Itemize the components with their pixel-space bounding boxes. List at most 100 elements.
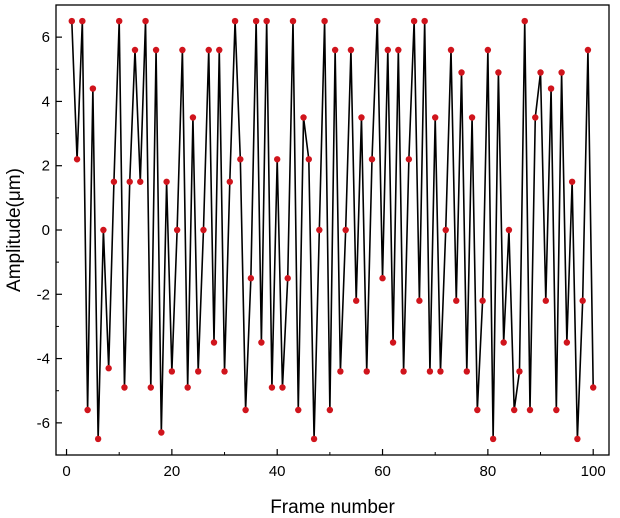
data-point bbox=[179, 46, 186, 54]
data-point bbox=[163, 178, 170, 185]
data-point bbox=[405, 156, 413, 163]
data-point bbox=[137, 178, 144, 185]
x-tick-label: 20 bbox=[164, 463, 181, 480]
data-point bbox=[516, 368, 523, 375]
data-point bbox=[110, 178, 118, 185]
data-point bbox=[321, 17, 328, 25]
data-point bbox=[142, 17, 149, 25]
data-point bbox=[353, 297, 360, 304]
data-point bbox=[73, 156, 81, 163]
data-point bbox=[131, 46, 139, 54]
data-point bbox=[537, 69, 544, 76]
data-point bbox=[479, 297, 486, 304]
data-point bbox=[173, 226, 181, 234]
data-point bbox=[152, 46, 160, 54]
data-point bbox=[579, 297, 586, 304]
y-tick-label: -2 bbox=[37, 286, 50, 303]
data-point bbox=[337, 368, 344, 375]
data-point bbox=[331, 46, 339, 54]
data-point bbox=[384, 46, 391, 54]
data-point bbox=[274, 156, 281, 163]
data-point bbox=[505, 226, 513, 234]
data-point bbox=[379, 275, 386, 282]
data-point bbox=[532, 114, 539, 121]
data-point bbox=[495, 69, 502, 76]
y-tick-label: -6 bbox=[37, 415, 50, 432]
data-point bbox=[105, 365, 112, 372]
ticks-layer: 0 20 40 60 80 100 -6 -4 -2 0 2 4 6 bbox=[37, 4, 606, 480]
data-point bbox=[453, 297, 460, 304]
data-point bbox=[474, 406, 481, 414]
data-point bbox=[584, 46, 592, 54]
data-point bbox=[316, 226, 323, 234]
data-point bbox=[558, 69, 565, 76]
data-point bbox=[205, 46, 212, 54]
data-point bbox=[300, 114, 307, 121]
y-tick-label: 6 bbox=[42, 29, 50, 46]
data-point bbox=[347, 46, 355, 54]
data-point bbox=[247, 275, 255, 282]
data-point bbox=[268, 384, 276, 391]
data-point bbox=[563, 339, 571, 346]
y-axis-title: Amplitude(μm) bbox=[4, 168, 25, 292]
data-point bbox=[94, 435, 102, 443]
data-point bbox=[68, 17, 76, 25]
data-point bbox=[363, 368, 370, 375]
data-point bbox=[184, 384, 191, 391]
data-point bbox=[310, 435, 318, 443]
data-point bbox=[574, 435, 581, 443]
data-point bbox=[147, 384, 154, 391]
data-point bbox=[389, 339, 397, 346]
x-tick-label: 0 bbox=[62, 463, 70, 480]
data-point bbox=[447, 46, 455, 54]
data-point bbox=[463, 368, 470, 375]
data-point bbox=[553, 406, 560, 414]
y-tick-label: 4 bbox=[42, 93, 50, 110]
data-point bbox=[416, 297, 423, 304]
data-point bbox=[437, 368, 444, 375]
data-point bbox=[79, 17, 86, 25]
data-point bbox=[511, 406, 518, 414]
data-point bbox=[442, 226, 449, 234]
data-point bbox=[237, 156, 244, 163]
data-point bbox=[258, 339, 265, 346]
series-layer bbox=[68, 17, 597, 443]
data-point bbox=[100, 226, 107, 234]
data-point bbox=[468, 114, 476, 121]
data-point bbox=[410, 17, 418, 25]
data-point bbox=[374, 17, 381, 25]
x-tick-label: 100 bbox=[581, 463, 606, 480]
y-tick-label: -4 bbox=[37, 351, 50, 368]
data-point bbox=[489, 435, 497, 443]
data-point bbox=[221, 368, 228, 375]
data-point bbox=[526, 406, 534, 414]
data-point bbox=[358, 114, 365, 121]
data-point bbox=[126, 178, 133, 185]
data-point bbox=[458, 69, 465, 76]
data-point bbox=[116, 17, 123, 25]
data-point bbox=[263, 17, 270, 25]
data-point bbox=[210, 339, 218, 346]
data-point bbox=[216, 46, 223, 54]
x-tick-label: 80 bbox=[480, 463, 497, 480]
data-point bbox=[521, 17, 528, 25]
data-point bbox=[421, 17, 428, 25]
data-point bbox=[189, 114, 197, 121]
data-point bbox=[226, 178, 233, 185]
data-point bbox=[432, 114, 439, 121]
x-tick-label: 40 bbox=[269, 463, 286, 480]
data-point bbox=[158, 429, 165, 436]
data-point bbox=[547, 85, 555, 92]
data-point bbox=[368, 156, 376, 163]
data-point bbox=[342, 226, 349, 234]
data-point bbox=[542, 297, 549, 304]
data-point bbox=[305, 156, 312, 163]
data-point bbox=[484, 46, 492, 54]
data-point bbox=[395, 46, 402, 54]
data-point bbox=[284, 275, 291, 282]
data-point bbox=[195, 368, 202, 375]
x-axis-title: Frame number bbox=[270, 497, 395, 518]
data-point bbox=[168, 368, 176, 375]
data-point bbox=[500, 339, 507, 346]
